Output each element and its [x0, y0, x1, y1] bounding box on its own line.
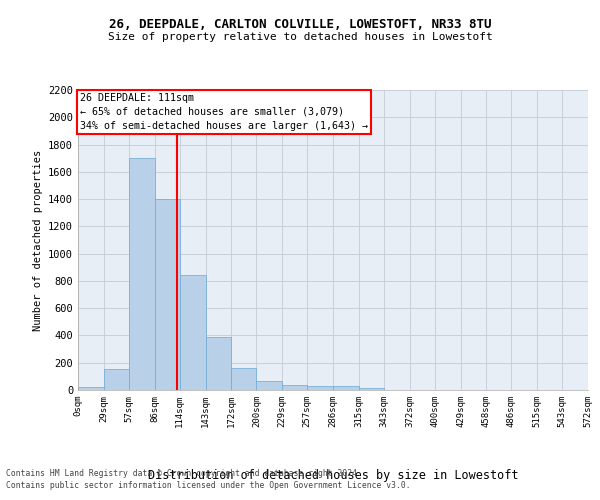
- Bar: [232, 368, 256, 390]
- Bar: [155, 199, 179, 390]
- Bar: [104, 369, 129, 390]
- Bar: [78, 388, 104, 390]
- Bar: [333, 386, 359, 390]
- Y-axis label: Number of detached properties: Number of detached properties: [32, 150, 43, 330]
- Bar: [359, 388, 384, 390]
- Bar: [307, 386, 333, 390]
- Text: Contains public sector information licensed under the Open Government Licence v3: Contains public sector information licen…: [6, 481, 410, 490]
- Text: 26 DEEPDALE: 111sqm
← 65% of detached houses are smaller (3,079)
34% of semi-det: 26 DEEPDALE: 111sqm ← 65% of detached ho…: [80, 92, 368, 130]
- Bar: [205, 337, 232, 390]
- Bar: [282, 384, 307, 390]
- Text: 26, DEEPDALE, CARLTON COLVILLE, LOWESTOFT, NR33 8TU: 26, DEEPDALE, CARLTON COLVILLE, LOWESTOF…: [109, 18, 491, 30]
- X-axis label: Distribution of detached houses by size in Lowestoft: Distribution of detached houses by size …: [148, 469, 518, 482]
- Bar: [129, 158, 155, 390]
- Bar: [256, 381, 282, 390]
- Text: Contains HM Land Registry data © Crown copyright and database right 2024.: Contains HM Land Registry data © Crown c…: [6, 468, 362, 477]
- Text: Size of property relative to detached houses in Lowestoft: Size of property relative to detached ho…: [107, 32, 493, 42]
- Bar: [179, 276, 205, 390]
